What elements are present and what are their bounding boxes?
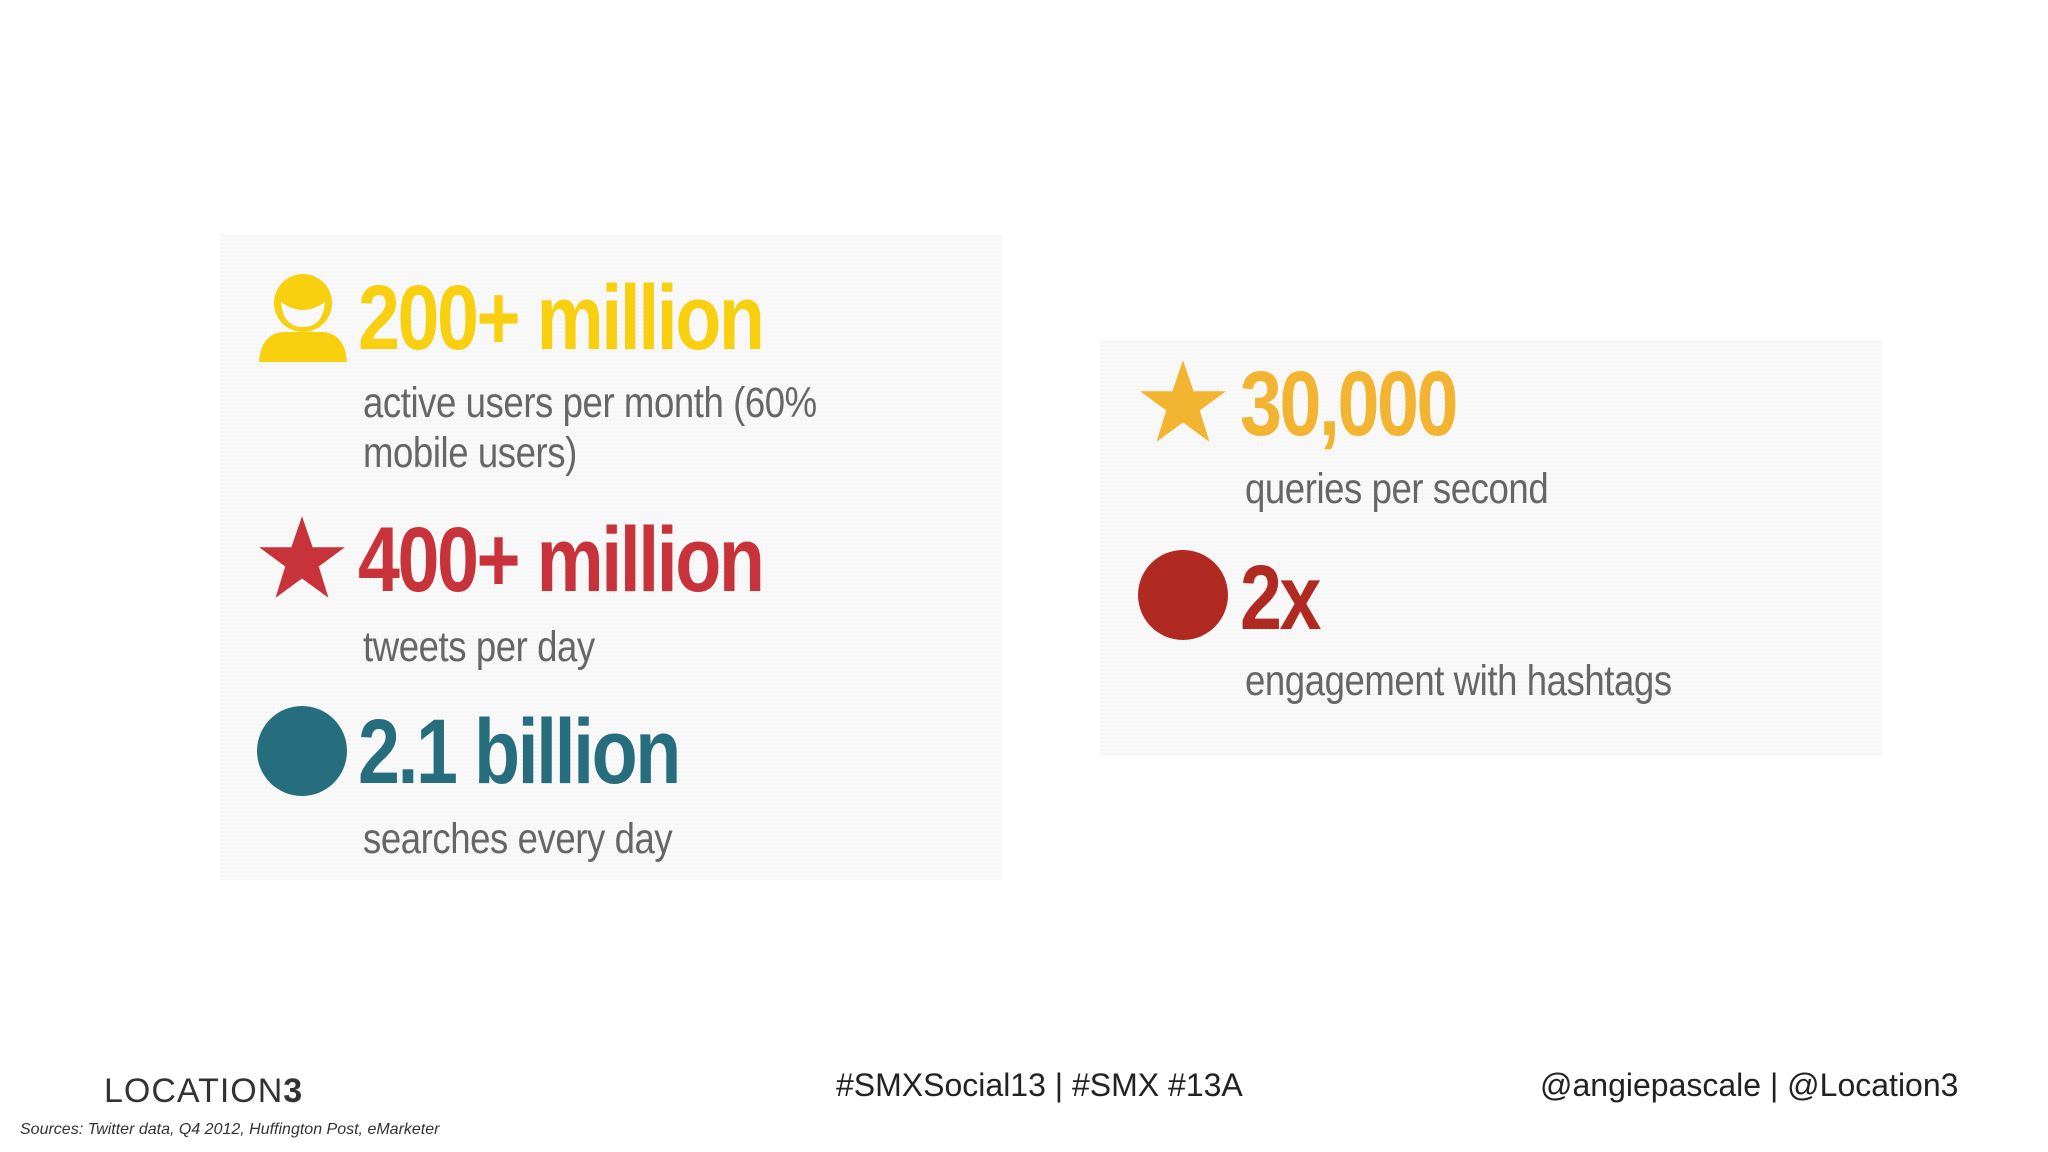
stat-label: queries per second: [1245, 465, 1549, 513]
stat-value: 2x: [1240, 547, 1321, 649]
stat-label: active users per month (60% mobile users…: [363, 379, 817, 477]
logo-number: 3: [283, 1072, 304, 1110]
stat-value: 200+ million: [358, 267, 765, 369]
stat-label: tweets per day: [363, 623, 595, 671]
stats-panel-left: 200+ million active users per month (60%…: [220, 234, 1002, 880]
stat-label: searches every day: [363, 815, 673, 863]
footer-handles: @angiepascale | @Location3: [1540, 1067, 1959, 1103]
star-icon: [1140, 360, 1226, 442]
footer-hashtags: #SMXSocial13 | #SMX #13A: [836, 1067, 1243, 1103]
user-icon: [259, 274, 347, 362]
star-icon: [259, 516, 345, 598]
logo-text: LOCATION: [104, 1072, 284, 1110]
stat-value: 30,000: [1240, 353, 1458, 455]
location3-logo: LOCATION3: [104, 1072, 303, 1111]
stat-value: 2.1 billion: [358, 701, 681, 803]
stats-panel-right: 30,000 queries per second 2x engagement …: [1100, 340, 1882, 756]
circle-icon: [257, 706, 347, 796]
circle-icon: [1138, 550, 1228, 640]
sources-note: Sources: Twitter data, Q4 2012, Huffingt…: [20, 1121, 440, 1138]
stat-value: 400+ million: [358, 509, 765, 611]
stat-label: engagement with hashtags: [1245, 657, 1672, 705]
